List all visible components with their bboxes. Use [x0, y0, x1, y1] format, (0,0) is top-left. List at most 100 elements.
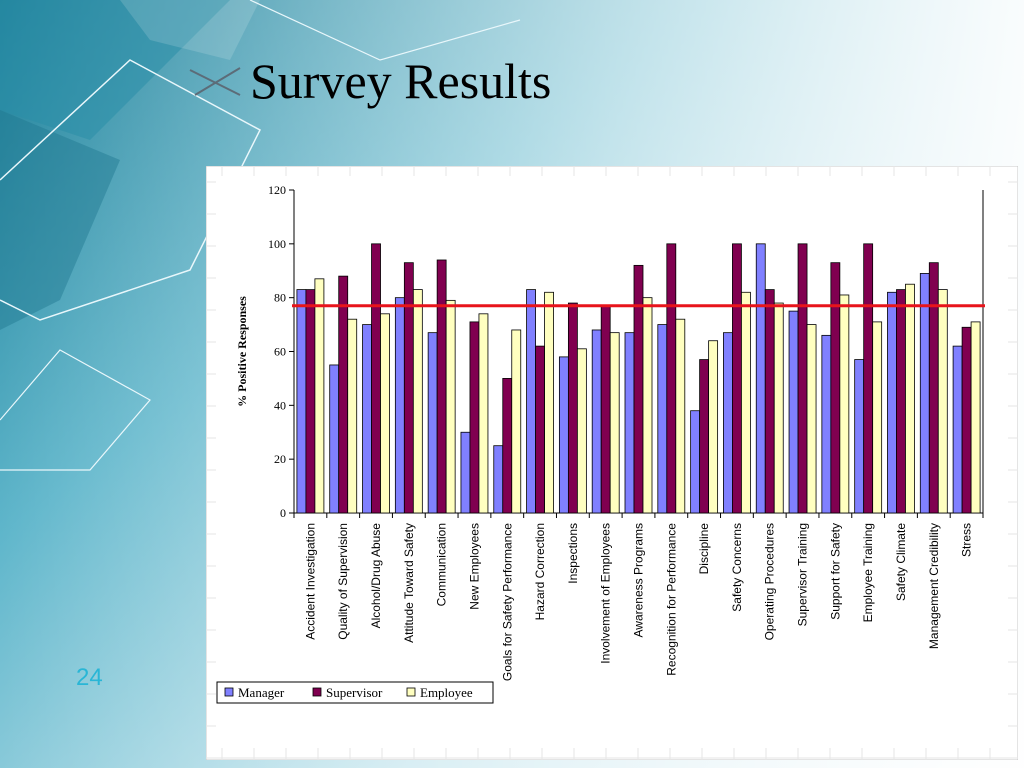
category-label: Operating Procedures — [763, 523, 777, 640]
legend-swatch-employee — [406, 687, 416, 697]
y-tick-label: 40 — [274, 398, 286, 412]
bar-supervisor — [469, 321, 480, 514]
category-label: Goals for Safety Performance — [500, 523, 514, 681]
bar-supervisor — [535, 345, 545, 514]
bar-manager — [624, 332, 635, 514]
bar-supervisor — [896, 289, 906, 514]
bar-employee — [970, 321, 981, 514]
bar-supervisor — [502, 378, 513, 514]
bar-manager — [394, 297, 405, 514]
chart-area: 0 20 40 60 80 100 120 % Positive Responses Accid… — [206, 166, 1018, 760]
legend-swatch-supervisor — [312, 687, 322, 697]
bar-employee — [380, 313, 390, 514]
bar-manager — [591, 329, 602, 514]
legend-label-supervisor: Supervisor — [326, 685, 383, 700]
bar-employee — [347, 318, 358, 514]
bar-employee — [773, 302, 784, 514]
bar-manager — [952, 345, 963, 514]
bar-manager — [755, 243, 766, 514]
bar-supervisor — [699, 359, 710, 514]
y-axis-title: % Positive Responses — [235, 296, 249, 407]
bar-manager — [558, 356, 569, 514]
bar-employee — [872, 321, 883, 514]
bar-manager — [460, 431, 471, 514]
bar-employee — [839, 294, 850, 514]
bar-employee — [806, 324, 817, 514]
bar-supervisor — [600, 305, 611, 514]
bar-supervisor — [666, 243, 677, 514]
bar-employee — [511, 329, 522, 514]
bar-supervisor — [928, 262, 939, 514]
category-label: Safety Concerns — [730, 523, 744, 612]
bar-supervisor — [732, 243, 742, 514]
category-label: Support for Safety — [828, 523, 842, 620]
bar-manager — [821, 334, 832, 514]
bar-supervisor — [830, 262, 841, 514]
bar-employee — [708, 340, 719, 514]
legend-label-manager: Manager — [238, 685, 285, 700]
bar-supervisor — [305, 289, 316, 514]
bar-manager — [690, 410, 701, 514]
bar-employee — [609, 332, 620, 514]
category-label: Involvement of Employees — [599, 523, 613, 664]
bar-employee — [937, 289, 948, 514]
bar-supervisor — [403, 262, 414, 514]
bar-employee — [675, 318, 686, 514]
category-label: Management Credibility — [927, 523, 941, 649]
category-label: Alcohol/Drug Abuse — [369, 523, 383, 629]
bar-supervisor — [764, 289, 775, 514]
category-label: Communication — [435, 523, 449, 606]
bar-manager — [788, 310, 799, 514]
category-label: Recognition for Performance — [664, 523, 678, 676]
y-tick-label: 60 — [274, 345, 286, 359]
bar-supervisor — [567, 302, 578, 514]
legend-swatch-manager — [224, 687, 234, 697]
bar-manager — [526, 289, 536, 514]
category-label: Attitude Toward Safety — [402, 523, 416, 643]
bar-employee — [544, 291, 554, 514]
bar-supervisor — [371, 243, 381, 514]
bar-manager — [657, 324, 668, 514]
slide-number: 24 — [76, 664, 103, 691]
bar-manager — [362, 324, 372, 514]
y-tick-label: 0 — [280, 506, 286, 520]
y-tick-label: 80 — [274, 291, 286, 305]
legend-label-employee: Employee — [420, 685, 473, 700]
bar-supervisor — [797, 243, 808, 514]
bar-employee — [478, 313, 489, 514]
bar-employee — [576, 348, 587, 514]
bar-manager — [329, 364, 340, 514]
category-label: Safety Climate — [894, 523, 908, 601]
slide-title: Survey Results — [250, 53, 552, 109]
category-label: Inspections — [566, 523, 580, 584]
bar-employee — [314, 278, 325, 514]
bar-manager — [919, 273, 930, 514]
bar-supervisor — [338, 275, 349, 514]
bar-employee — [412, 289, 423, 514]
category-label: Hazard Correction — [533, 523, 547, 620]
y-tick-label: 20 — [274, 452, 286, 466]
category-label: Awareness Programs — [632, 523, 646, 638]
bar-manager — [493, 445, 504, 514]
bar-supervisor — [961, 326, 972, 514]
legend-box — [216, 681, 494, 704]
bar-supervisor — [863, 243, 874, 514]
category-label: Discipline — [697, 523, 711, 575]
bar-manager — [854, 359, 865, 514]
category-label: Stress — [960, 523, 974, 557]
bar-employee — [741, 291, 751, 514]
category-label: New Employees — [467, 523, 481, 610]
bar-supervisor — [436, 259, 447, 514]
bar-employee — [905, 283, 915, 514]
bar-employee — [445, 299, 456, 514]
category-label: Employee Training — [861, 523, 875, 622]
category-label: Accident Investigation — [303, 523, 317, 640]
y-tick-label: 100 — [268, 237, 286, 251]
bar-manager — [427, 332, 438, 514]
category-label: Quality of Supervision — [336, 523, 350, 640]
bar-manager — [296, 289, 307, 514]
category-label: Supervisor Training — [796, 523, 810, 626]
y-tick-label: 120 — [268, 183, 286, 197]
bar-manager — [887, 291, 897, 514]
bar-supervisor — [633, 264, 644, 514]
